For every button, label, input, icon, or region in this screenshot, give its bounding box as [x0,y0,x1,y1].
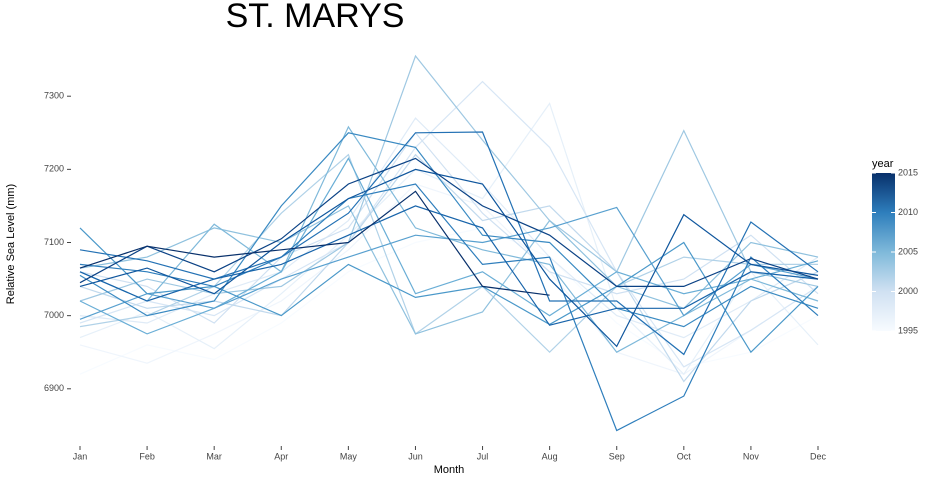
y-tick-label: 6900 [44,383,64,393]
x-tick-label: Dec [810,451,827,461]
series-line [79,131,819,324]
x-tick-label: Apr [274,451,288,461]
legend-tick-label: 2005 [898,246,918,256]
x-tick-label: Nov [743,451,760,461]
x-tick-label: Mar [206,451,222,461]
x-tick-label: May [340,451,358,461]
series-line [79,54,819,302]
legend-tick-label: 2015 [898,167,918,177]
x-tick-label: Jun [408,451,423,461]
legend-tick-label: 2000 [898,286,918,296]
series-line [79,102,819,376]
y-tick-label: 7200 [44,164,64,174]
legend-title: year [872,158,894,170]
series-line [79,117,819,339]
series-line [79,183,819,375]
x-tick-label: Jul [477,451,489,461]
series-line [79,227,819,354]
y-tick-label: 7300 [44,91,64,101]
series-line [79,205,819,335]
series-line [79,183,819,432]
series-line [79,168,819,348]
legend-tick-label: 1995 [898,325,918,335]
series-line [79,227,819,375]
x-tick-label: Oct [677,451,692,461]
x-tick-label: Feb [139,451,155,461]
series-line [79,205,819,326]
chart-title: ST. MARYS [226,0,405,35]
colorbar [872,173,895,331]
series-line [79,132,819,328]
x-tick-label: Sep [609,451,625,461]
x-axis-label: Month [434,464,465,476]
y-tick-label: 7000 [44,310,64,320]
legend-tick-label: 2010 [898,207,918,217]
series-line [79,190,550,296]
x-tick-label: Aug [542,451,558,461]
series-line [79,157,819,287]
x-tick-label: Jan [73,451,88,461]
y-tick-label: 7100 [44,237,64,247]
series-line [79,131,819,356]
y-axis-label: Relative Sea Level (mm) [5,184,17,304]
series-line [79,157,819,335]
series-line [79,153,819,383]
